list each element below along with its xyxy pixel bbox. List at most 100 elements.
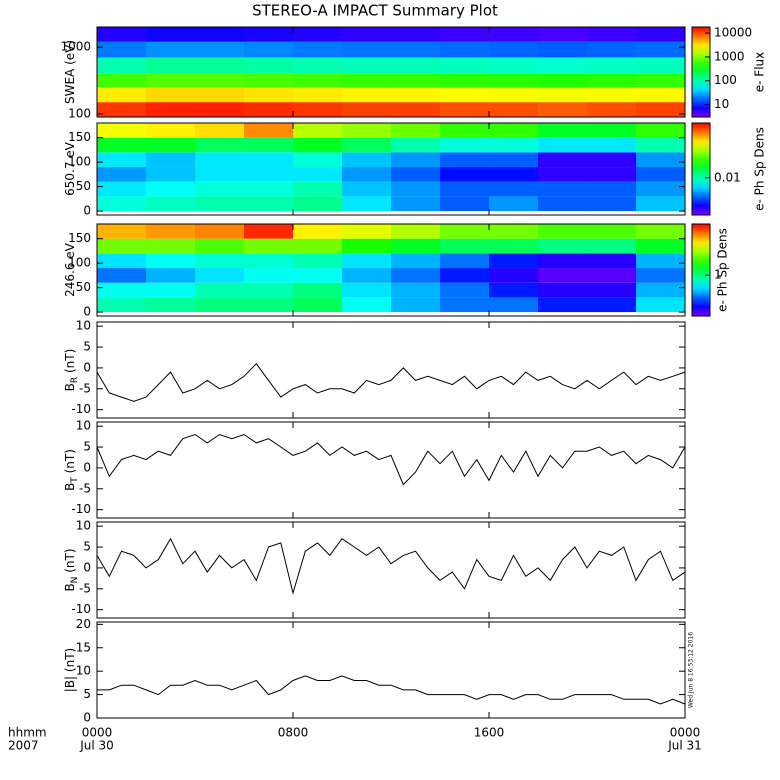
spectrogram-cell [244,87,294,103]
y-axis-label-part: (nT) [63,349,77,377]
spectrogram-cell [195,167,245,182]
y-axis-label-part: B [63,583,77,591]
spectrogram-cell [146,123,196,138]
spectrogram-cell [587,41,637,58]
x-tick-label: 0000 [670,726,701,740]
spectrogram-cell [440,73,490,88]
colorbar-tick-label: 10000 [714,26,752,40]
spectrogram-cell [538,181,588,197]
spectrogram-cell [440,152,490,168]
spectrogram-cell [538,27,588,42]
y-tick-label: -5 [79,481,91,495]
colorbar-label: e- Flux [753,52,767,92]
spectrogram-cell [587,297,637,313]
spectrogram-cell [293,167,343,182]
timestamp: Wed Jun 8 16:53:12 2016 [688,632,695,708]
spectrogram-cell [391,73,441,88]
y-axis-label-part: 246.6 eV [63,242,77,297]
spectrogram-cell [636,73,686,88]
y-tick-label: 100 [68,256,91,270]
spectrogram-cell [293,102,343,117]
y-tick-label: 0 [83,711,91,725]
spectrogram-cell [440,268,490,283]
spectrogram-cell [146,73,196,88]
y-tick-label: 15 [76,640,91,654]
spectrogram-cell [391,137,441,153]
spectrogram-cell [587,253,637,269]
spectrogram-cell [195,297,245,313]
spectrogram-cell [391,224,441,239]
panel-frame [96,26,686,118]
x-axis-label: hhmm [8,726,47,740]
spectrogram-cell [146,181,196,197]
spectrogram-cell [440,224,490,239]
spectrogram-cell [440,238,490,254]
spectrogram-cell [195,137,245,153]
colorbar-tick-label: 0.01 [714,170,741,184]
spectrogram-cell [244,268,294,283]
spectrogram-cell [391,268,441,283]
data-line [96,433,686,486]
y-tick-label: 150 [68,231,91,245]
spectrogram-cell [293,87,343,103]
y-tick-label: -10 [71,402,91,416]
spectrogram-cell [391,181,441,197]
spectrogram-cell [146,27,196,42]
colorbar-tick-label: 10 [714,97,729,111]
spectrogram-cell [489,196,539,212]
spectrogram-cell [97,137,147,153]
spectrogram-cell [97,282,147,298]
y-axis-label: SWEA (eV) [63,40,77,104]
spectrogram-cell [538,41,588,58]
spectrogram-cell [587,87,637,103]
spectrogram-cell [489,297,539,313]
y-axis-label-part: (nT) [63,548,77,576]
spectrogram-cell [636,224,686,239]
spectrogram-cell [293,41,343,58]
spectrogram-cell [244,181,294,197]
panel-frame [96,421,686,519]
spectrogram-cell [293,73,343,88]
data-line [97,675,686,705]
spectrogram-cell [146,238,196,254]
y-tick-label: -5 [79,581,91,595]
panel-frame [96,521,686,619]
spectrogram-cell [391,57,441,74]
spectrogram-cell [587,196,637,212]
spectrogram-cell [391,123,441,138]
spectrogram-cell [195,152,245,168]
colorbar [691,122,711,216]
spectrogram-cell [293,137,343,153]
spectrogram-cell [636,181,686,197]
y-axis-label-part: (nT) [63,449,77,477]
spectrogram-cell [636,123,686,138]
spectrogram-cell [538,297,588,313]
spectrogram-cell [146,57,196,74]
spectrogram-cell [489,73,539,88]
spectrogram-cell [195,102,245,117]
spectrogram-cell [342,167,392,182]
spectrogram-cell [342,268,392,283]
spectrogram-cell [391,167,441,182]
spectrogram-cell [342,152,392,168]
spectrogram-cell [636,27,686,42]
spectrogram-cell [636,253,686,269]
spectrogram-cell [489,268,539,283]
y-tick-label: 100 [68,106,91,120]
spectrogram-cell [244,224,294,239]
spectrogram-cell [97,57,147,74]
spectrogram-cell [538,87,588,103]
spectrogram-cell [440,282,490,298]
spectrogram-cell [146,41,196,58]
spectrogram-cell [244,102,294,117]
spectrogram-cell [146,87,196,103]
spectrogram-cell [538,268,588,283]
spectrogram-cell [342,57,392,74]
y-axis-label-part: T [70,477,80,484]
y-tick-label: 5 [83,340,91,354]
spectrogram-cell [195,41,245,58]
spectrogram-cell [538,238,588,254]
date-label: Jul 31 [667,739,702,753]
spectrogram-cell [146,297,196,313]
